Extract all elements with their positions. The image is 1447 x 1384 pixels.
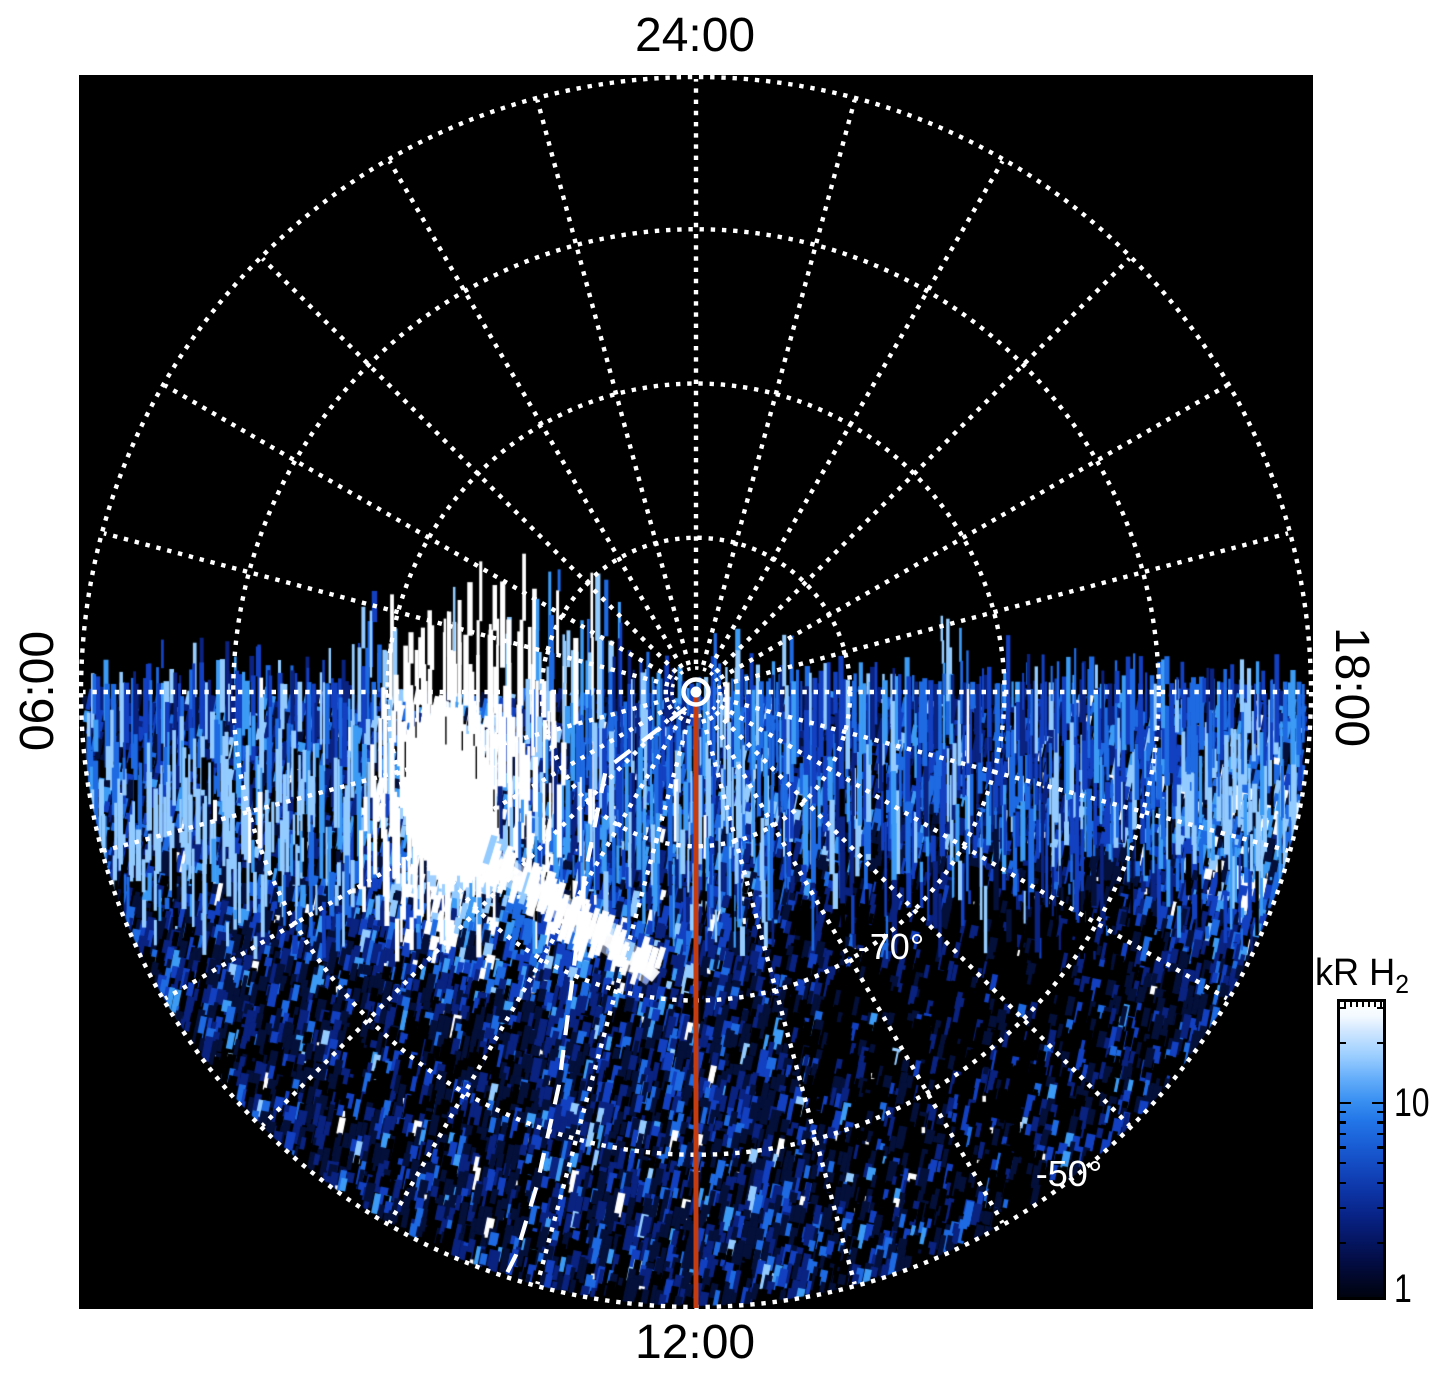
svg-text:-70°: -70° [858, 926, 924, 967]
svg-text:-50°: -50° [1036, 1153, 1102, 1194]
